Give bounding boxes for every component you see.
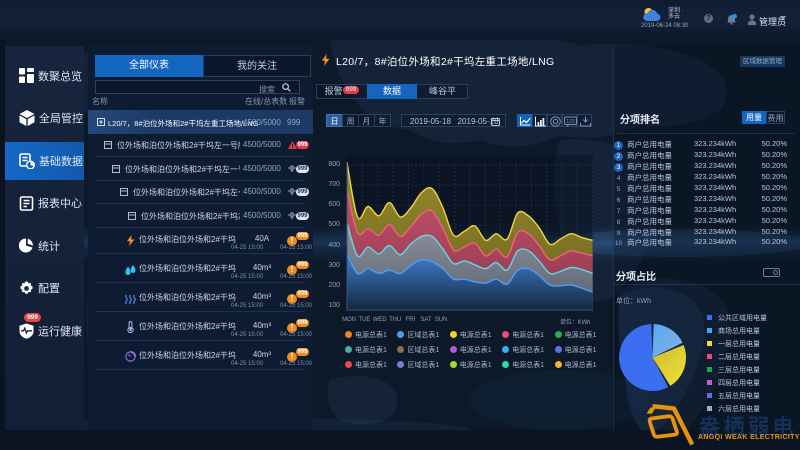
svg-text:123: 123 xyxy=(566,119,575,125)
